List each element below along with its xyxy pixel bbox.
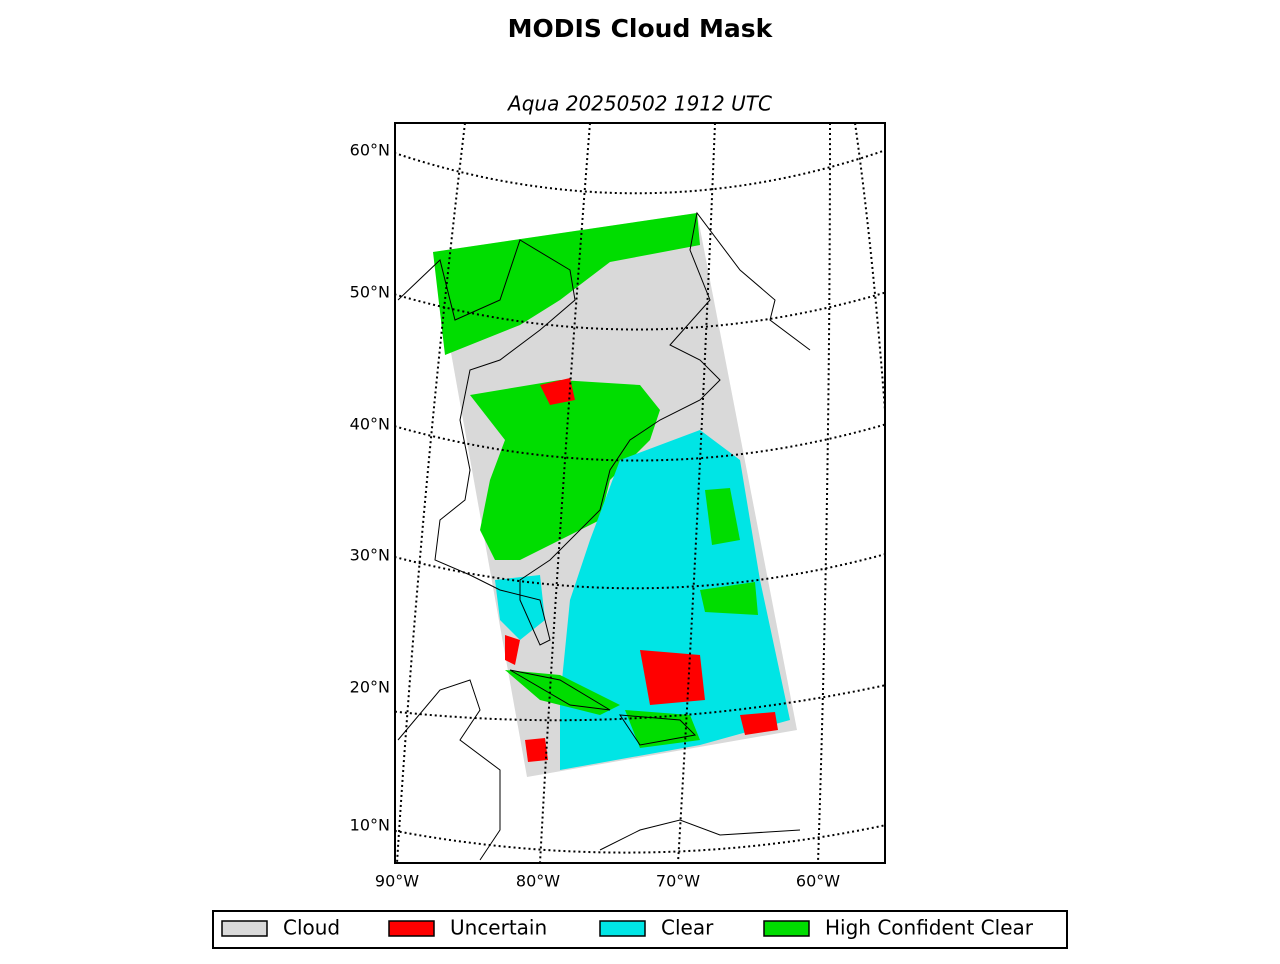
lon-label: 70°W: [656, 872, 700, 891]
legend-label: High Confident Clear: [825, 916, 1034, 940]
subtitle: Aqua 20250502 1912 UTC: [506, 92, 772, 116]
legend-label: Uncertain: [450, 916, 547, 940]
mask-region: [505, 670, 620, 715]
mask-region: [433, 213, 700, 355]
lon-label: 60°W: [796, 872, 840, 891]
lat-label: 60°N: [350, 141, 390, 160]
lon-label: 90°W: [375, 872, 419, 891]
cloud-mask-swath: [433, 213, 797, 777]
lat-label: 50°N: [350, 283, 390, 302]
lat-label: 10°N: [350, 816, 390, 835]
mask-region: [705, 488, 740, 545]
lat-label: 30°N: [350, 546, 390, 565]
mask-region: [625, 710, 700, 748]
mask-region: [525, 738, 548, 762]
legend-swatch: [599, 920, 646, 937]
lat-label: 20°N: [350, 678, 390, 697]
lat-label: 40°N: [350, 415, 390, 434]
legend-swatch: [763, 920, 810, 937]
title: MODIS Cloud Mask: [508, 14, 774, 43]
map-frame: [394, 122, 886, 864]
map-area: [395, 123, 885, 863]
mask-region: [495, 575, 545, 640]
legend-swatch: [221, 920, 268, 937]
mask-region: [640, 650, 705, 705]
legend-swatch: [388, 920, 435, 937]
mask-region: [540, 378, 575, 405]
mask-region: [740, 712, 778, 735]
lon-label: 80°W: [516, 872, 560, 891]
legend-label: Cloud: [283, 916, 340, 940]
legend-label: Clear: [661, 916, 714, 940]
mask-region: [700, 582, 758, 615]
mask-region: [505, 635, 520, 665]
mask-region: [470, 380, 660, 560]
